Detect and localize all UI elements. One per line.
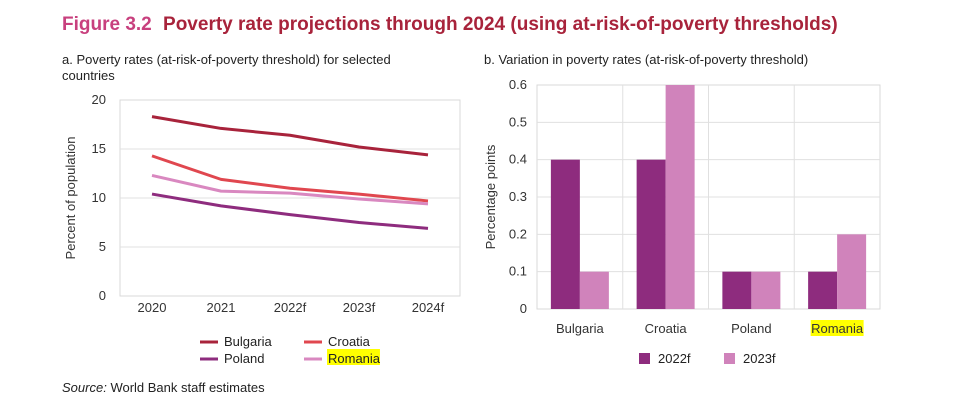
- source-text: World Bank staff estimates: [110, 380, 265, 395]
- figure-number: Figure 3.2: [62, 14, 152, 35]
- y-tick-label: 15: [92, 141, 106, 156]
- category-highlight: [810, 320, 864, 336]
- bar-bulgaria-2023f: [579, 271, 609, 309]
- bar-bulgaria-2022f: [550, 159, 580, 309]
- legend-highlight: [327, 349, 380, 365]
- y-tick-label: 10: [92, 190, 106, 205]
- bar-romania-2023f: [837, 234, 867, 309]
- figure-title-text: Poverty rate projections through 2024 (u…: [163, 14, 838, 35]
- source-note: Source: World Bank staff estimates: [62, 380, 265, 395]
- series-line-bulgaria: [151, 115, 429, 157]
- y-tick-label: 0.3: [509, 189, 527, 204]
- x-tick-label: 2024f: [412, 300, 445, 315]
- y-tick-label: 0.2: [509, 226, 527, 241]
- x-tick-label: Romania: [811, 321, 864, 336]
- source-label: Source:: [62, 380, 107, 395]
- series-line-romania: [151, 173, 429, 206]
- legend-swatch: [639, 353, 650, 364]
- legend-label: 2022f: [658, 351, 691, 366]
- y-tick-label: 0.4: [509, 152, 527, 167]
- y-tick-label: 0: [520, 301, 527, 316]
- x-tick-label: Poland: [731, 321, 771, 336]
- figure-title: Figure 3.2 Poverty rate projections thro…: [62, 14, 838, 36]
- y-tick-label: 0: [99, 288, 106, 303]
- legend-swatch: [724, 353, 735, 364]
- panel-b-title: b. Variation in poverty rates (at-risk-o…: [484, 52, 809, 67]
- series-line-poland: [151, 192, 429, 230]
- y-axis-label: Percent of population: [63, 137, 78, 260]
- bar-poland-2022f: [722, 271, 752, 309]
- bar-croatia-2023f: [665, 85, 695, 309]
- legend-label: Bulgaria: [224, 334, 272, 349]
- y-tick-label: 0.6: [509, 77, 527, 92]
- legend-label: Poland: [224, 351, 264, 366]
- bar-croatia-2022f: [636, 159, 666, 309]
- x-tick-label: 2022f: [274, 300, 307, 315]
- series-line-croatia: [151, 154, 429, 203]
- bar-poland-2023f: [751, 271, 781, 309]
- x-tick-label: Croatia: [645, 321, 688, 336]
- legend-label: Romania: [328, 351, 381, 366]
- x-tick-label: 2021: [207, 300, 236, 315]
- bar-romania-2022f: [808, 271, 838, 309]
- x-tick-label: 2023f: [343, 300, 376, 315]
- y-tick-label: 0.1: [509, 264, 527, 279]
- y-tick-label: 0.5: [509, 114, 527, 129]
- y-tick-label: 5: [99, 239, 106, 254]
- panel-a-title: a. Poverty rates (at-risk-of-poverty thr…: [62, 52, 391, 83]
- x-tick-label: 2020: [138, 300, 167, 315]
- y-axis-label: Percentage points: [483, 144, 498, 249]
- legend-label: 2023f: [743, 351, 776, 366]
- legend-label: Croatia: [328, 334, 371, 349]
- y-tick-label: 20: [92, 92, 106, 107]
- x-tick-label: Bulgaria: [556, 321, 604, 336]
